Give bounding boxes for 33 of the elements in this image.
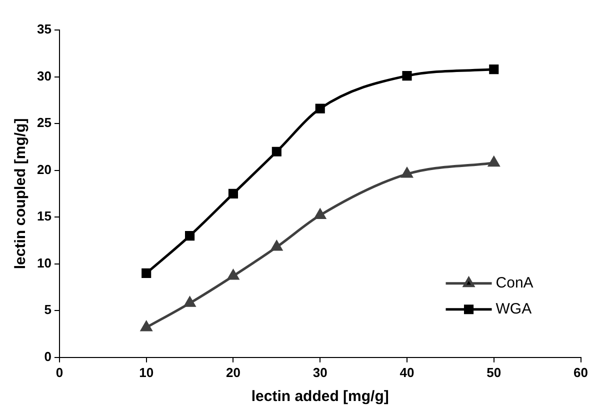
x-axis-title: lectin added [mg/g]	[251, 388, 389, 406]
point	[489, 64, 499, 74]
legend-label: WGA	[496, 300, 532, 318]
point	[184, 296, 196, 307]
x-tick-label: 40	[400, 364, 414, 380]
x-tick-label: 20	[226, 364, 240, 380]
legend-label: ConA	[496, 274, 534, 292]
x-tick-label: 50	[486, 364, 502, 380]
x-tick-label: 30	[312, 364, 328, 380]
y-tick-label: 5	[44, 302, 52, 318]
point	[185, 231, 195, 241]
point	[228, 270, 239, 280]
point	[488, 156, 500, 167]
point	[140, 321, 152, 332]
y-tick-label: 15	[36, 208, 52, 224]
y-tick-label: 30	[36, 68, 52, 84]
point	[401, 168, 413, 178]
point	[272, 146, 282, 156]
y-tick-label: 25	[36, 115, 52, 130]
point	[271, 240, 282, 251]
y-tick-label: 0	[44, 348, 52, 364]
y-tick-label: 20	[36, 162, 52, 177]
point	[142, 268, 152, 278]
y-tick-label: 10	[36, 255, 52, 270]
y-axis-title: lectin coupled [mg/g]	[12, 118, 30, 270]
x-tick-label: 10	[139, 364, 154, 380]
point	[228, 188, 238, 198]
x-tick-label: 0	[56, 364, 64, 380]
point	[314, 208, 326, 219]
point	[402, 71, 412, 81]
point	[315, 104, 325, 114]
y-tick-label: 35	[36, 22, 52, 37]
x-tick-label: 60	[574, 364, 588, 380]
